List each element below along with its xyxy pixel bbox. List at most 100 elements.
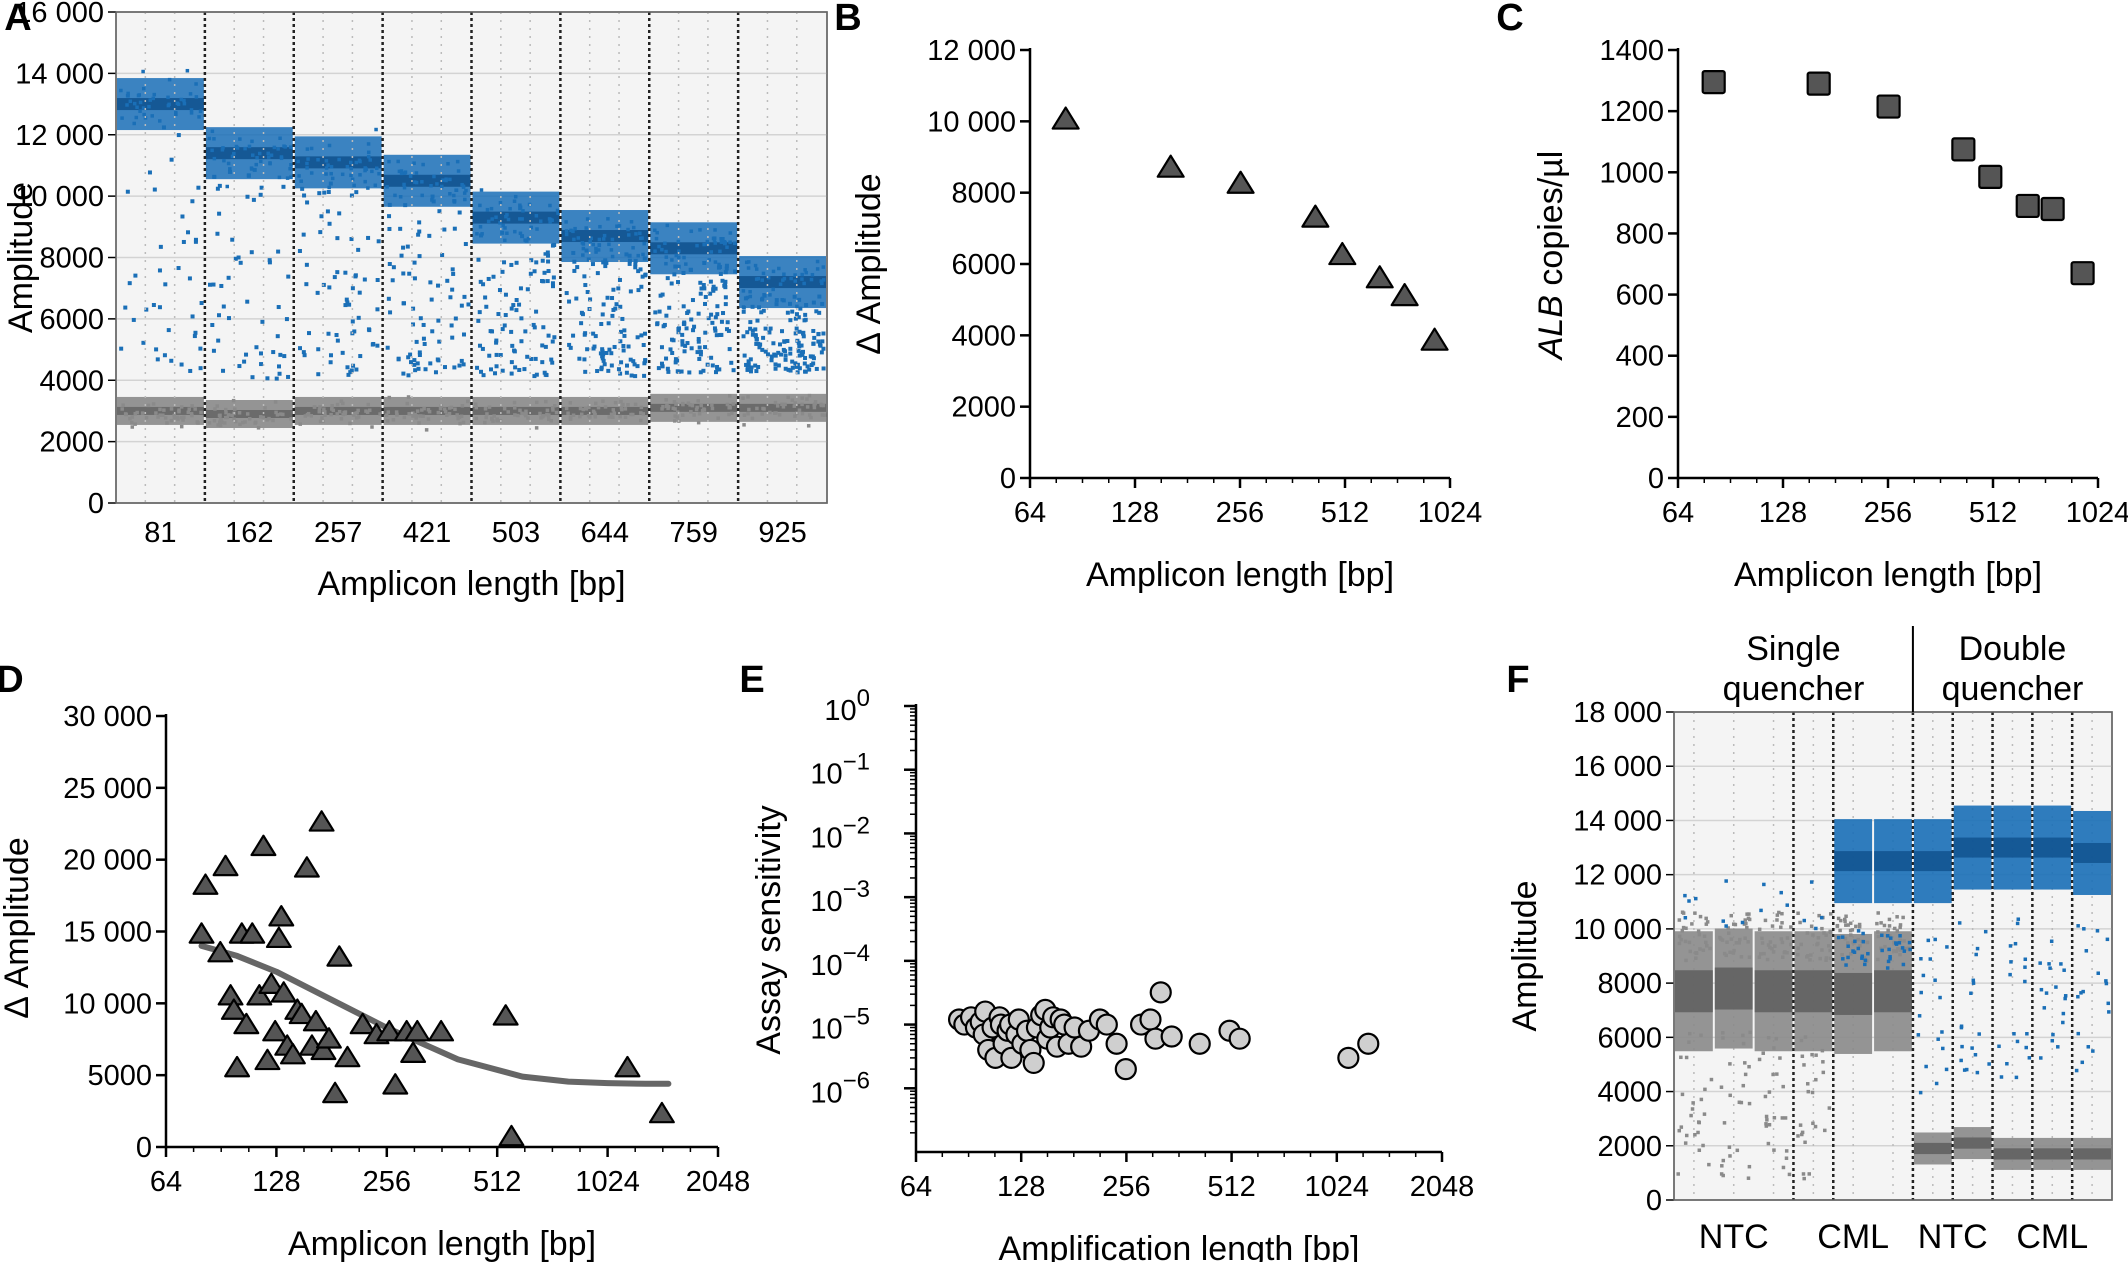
panel-f-droplet xyxy=(1997,1044,2001,1049)
panel-a-droplet xyxy=(602,233,607,238)
panel-a-droplet xyxy=(609,248,614,252)
panel-a-droplet xyxy=(768,293,772,297)
panel-a-rain-droplet xyxy=(773,366,778,371)
panel-a-droplet xyxy=(534,426,539,430)
panel-a-droplet xyxy=(243,146,247,151)
panel-f-droplet xyxy=(1817,913,1821,918)
panel-c-point xyxy=(1876,94,1901,119)
panel-a-droplet xyxy=(271,418,275,423)
panel-a-droplet xyxy=(518,203,522,207)
panel-a-droplet xyxy=(466,399,470,404)
panel-a-droplet xyxy=(398,195,403,199)
panel-a-droplet xyxy=(195,420,200,424)
panel-a-droplet xyxy=(750,416,755,421)
panel-letter-d: D xyxy=(0,659,24,701)
panel-a-droplet xyxy=(207,421,212,425)
panel-a-droplet xyxy=(237,411,242,415)
panel-a-rain-droplet xyxy=(618,371,623,376)
panel-a-droplet xyxy=(316,157,320,162)
panel-a-droplet xyxy=(309,146,314,151)
panel-f-droplet xyxy=(1882,923,1887,928)
panel-a-rain-droplet xyxy=(417,353,422,358)
panel-a-rain-droplet xyxy=(673,357,678,362)
panel-a-droplet xyxy=(547,417,551,422)
panel-f-sample-label: CML xyxy=(1817,1218,1889,1256)
panel-f-droplet xyxy=(1779,890,1783,895)
panel-a-droplet xyxy=(128,416,132,421)
panel-f-droplet xyxy=(1785,936,1790,940)
panel-f-droplet xyxy=(1719,937,1723,941)
panel-f-droplet xyxy=(1843,917,1847,922)
panel-a-droplet xyxy=(677,249,681,253)
panel-a-droplet xyxy=(479,188,484,192)
panel-a-droplet xyxy=(612,411,617,415)
panel-a-rain-droplet xyxy=(600,356,605,361)
panel-e-xtick-label: 64 xyxy=(900,1171,932,1203)
panel-d-point xyxy=(268,905,295,927)
panel-a-droplet xyxy=(723,241,727,245)
panel-a-rain-droplet xyxy=(604,350,609,355)
panel-a-rain-droplet xyxy=(362,277,367,282)
panel-a-rain-droplet xyxy=(601,358,606,363)
panel-a-rain-droplet xyxy=(577,356,582,361)
panel-f-droplet xyxy=(1800,1132,1804,1137)
panel-a-droplet xyxy=(518,408,522,413)
panel-c-point xyxy=(2015,193,2040,219)
panel-f-ytick-label: 4000 xyxy=(1597,1077,1662,1109)
panel-a-rain-droplet xyxy=(659,345,664,350)
panel-f-droplet xyxy=(1724,924,1728,928)
panel-f-droplet xyxy=(1727,1145,1732,1149)
panel-a-droplet xyxy=(535,227,539,231)
panel-a-rain-droplet xyxy=(340,350,345,355)
panel-a-rain-droplet xyxy=(754,337,759,342)
panel-d-point xyxy=(239,922,266,944)
panel-a-rain-droplet xyxy=(797,297,802,302)
panel-a-rain-droplet xyxy=(532,374,537,379)
panel-a-rain-droplet xyxy=(697,345,702,350)
panel-a-rain-droplet xyxy=(671,338,676,343)
panel-a-droplet xyxy=(660,407,664,411)
panel-a-droplet xyxy=(413,180,417,184)
panel-f-droplet xyxy=(1687,1031,1692,1036)
panel-a-rain-droplet xyxy=(582,357,587,362)
panel-a-droplet xyxy=(349,166,353,171)
panel-a-droplet xyxy=(417,421,421,425)
panel-a-rain-droplet xyxy=(713,370,718,375)
panel-a-category-label: 503 xyxy=(492,517,540,549)
panel-a-rain-droplet xyxy=(519,316,524,321)
panel-a-rain-droplet xyxy=(497,288,502,293)
panel-a-droplet xyxy=(709,250,714,254)
panel-a-droplet xyxy=(569,228,573,233)
panel-a-rain-droplet xyxy=(193,239,198,244)
panel-a-rain-droplet xyxy=(745,330,750,335)
panel-a-droplet xyxy=(741,289,746,293)
panel-a-rain-droplet xyxy=(633,374,638,379)
panel-a-droplet xyxy=(506,217,511,222)
panel-f-droplet xyxy=(1691,1101,1695,1105)
panel-a-droplet xyxy=(257,151,262,156)
panel-a-droplet xyxy=(725,402,730,407)
panel-a-droplet xyxy=(374,127,378,132)
panel-a-rain-droplet xyxy=(436,318,441,323)
panel-a-rain-droplet xyxy=(350,319,355,324)
panel-f-droplet xyxy=(1850,928,1855,932)
panel-a-droplet xyxy=(185,68,190,73)
panel-a-droplet xyxy=(748,294,753,299)
panel-a-rain-droplet xyxy=(821,331,826,336)
panel-a-droplet xyxy=(494,215,498,219)
panel-a-rain-droplet xyxy=(509,371,514,376)
panel-f-droplet xyxy=(1694,956,1698,960)
panel-a-droplet xyxy=(132,121,136,126)
panel-a-rain-droplet xyxy=(398,226,403,231)
panel-a-droplet xyxy=(395,413,399,417)
panel-a-droplet xyxy=(512,199,517,203)
panel-a-droplet xyxy=(384,413,389,417)
panel-a-droplet xyxy=(548,203,552,208)
panel-a-rain-droplet xyxy=(533,356,538,361)
panel-a-droplet xyxy=(804,270,808,275)
panel-a-droplet xyxy=(455,413,459,417)
panel-a-rain-droplet xyxy=(517,367,522,372)
panel-f-droplet xyxy=(1957,921,1962,925)
panel-a-droplet xyxy=(516,413,520,418)
panel-a-rain-droplet xyxy=(820,339,825,344)
